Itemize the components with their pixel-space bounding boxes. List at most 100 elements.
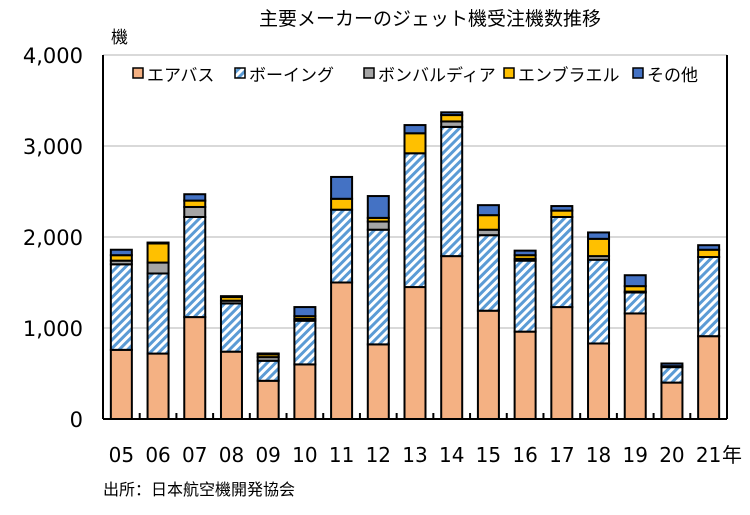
- bar-segment-15-0: [476, 309, 500, 420]
- y-tick-label: 2,000: [23, 226, 83, 250]
- bar-segment-17-0: [550, 306, 574, 421]
- legend-item: ボーイング: [234, 66, 334, 86]
- legend-swatch: [132, 67, 144, 79]
- bar-segment-16-4: [513, 249, 537, 257]
- bar-segment-10-1: [293, 319, 317, 366]
- bar-segment-10-0: [293, 363, 317, 420]
- bar-segment-09-4: [256, 352, 280, 356]
- x-tick-label: 17: [549, 443, 574, 467]
- bar-segment-21-1: [697, 256, 721, 338]
- y-tick-label: 1,000: [23, 317, 83, 341]
- bar-segment-11-0: [330, 281, 354, 420]
- bar-segment-21-4: [697, 244, 721, 251]
- bar-segment-07-1: [183, 215, 207, 319]
- x-tick-label: 08: [219, 443, 244, 467]
- bar-segment-21-0: [697, 335, 721, 420]
- bar-segment-18-1: [587, 258, 611, 345]
- y-tick-label: 4,000: [23, 44, 83, 68]
- legend-swatch: [363, 67, 375, 79]
- bar-segment-18-0: [587, 342, 611, 420]
- x-tick-label: 15: [476, 443, 501, 467]
- chart-title: 主要メーカーのジェット機受注機数推移: [259, 8, 601, 30]
- x-tick-label: 09: [255, 443, 280, 467]
- bar-segment-17-1: [550, 215, 574, 309]
- bar-segment-12-0: [366, 343, 390, 421]
- x-tick-label: 12: [366, 443, 391, 467]
- x-tick-label: 20: [659, 443, 684, 467]
- bar-segment-16-1: [513, 259, 537, 333]
- bar-segment-20-4: [660, 362, 684, 368]
- bar-segment-20-0: [660, 381, 684, 421]
- legend-label: ボンバルディア: [378, 65, 496, 86]
- bar-segment-11-4: [330, 175, 354, 200]
- bar-segment-07-2: [183, 205, 207, 218]
- legend-swatch: [632, 67, 644, 79]
- bar-segment-14-0: [440, 255, 464, 420]
- x-tick-label: 06: [145, 443, 170, 467]
- bar-segment-10-4: [293, 306, 317, 318]
- bar-segment-08-4: [219, 295, 243, 299]
- x-tick-label: 07: [182, 443, 207, 467]
- bar-segment-21-3: [697, 248, 721, 259]
- bar-segment-09-1: [256, 359, 280, 382]
- bar-segment-06-1: [146, 272, 170, 355]
- bar-segment-05-0: [109, 348, 133, 420]
- x-tick-label: 16: [512, 443, 537, 467]
- bar-segment-05-4: [109, 248, 133, 257]
- bar-segment-08-1: [219, 302, 243, 353]
- legend-label: その他: [647, 66, 698, 86]
- bar-segment-20-1: [660, 366, 684, 384]
- x-tick-label: 14: [439, 443, 464, 467]
- y-axis-unit: 機: [111, 28, 128, 48]
- source-note: 出所：日本航空機開発協会: [103, 480, 295, 499]
- bar-segment-16-0: [513, 330, 537, 421]
- bar-segment-19-4: [623, 274, 647, 288]
- bar-segment-06-4: [146, 241, 170, 245]
- bar-segment-13-0: [403, 286, 427, 420]
- bar-segment-18-3: [587, 237, 611, 258]
- bar-segment-15-4: [476, 204, 500, 217]
- bar-segment-15-1: [476, 234, 500, 312]
- bar-segment-08-0: [219, 350, 243, 420]
- legend-label: エンブラエル: [518, 65, 620, 86]
- legend-item: その他: [632, 66, 698, 86]
- legend-swatch: [503, 67, 515, 79]
- x-tick-label: 18: [586, 443, 611, 467]
- legend-item: エアバス: [132, 66, 214, 86]
- x-tick-label: 21: [696, 443, 721, 467]
- y-tick-label: 3,000: [23, 135, 83, 159]
- bar-segment-05-1: [109, 263, 133, 351]
- x-tick-label: 11: [329, 443, 354, 467]
- legend-item: ボンバルディア: [363, 65, 496, 86]
- legend-label: ボーイング: [249, 66, 334, 86]
- bar-segment-17-4: [550, 205, 574, 212]
- bar-segment-19-0: [623, 312, 647, 420]
- legend-item: エンブラエル: [503, 65, 620, 86]
- bar-segment-07-0: [183, 316, 207, 420]
- bar-segment-06-2: [146, 261, 170, 275]
- bar-segment-13-4: [403, 124, 427, 135]
- x-tick-label: 05: [109, 443, 134, 467]
- bar-segment-14-1: [440, 125, 464, 258]
- x-tick-label: 13: [402, 443, 427, 467]
- bar-segment-11-3: [330, 197, 354, 211]
- bar-segment-06-0: [146, 352, 170, 421]
- bar-segment-09-0: [256, 379, 280, 420]
- bar-segment-12-1: [366, 228, 390, 346]
- bar-segment-07-4: [183, 193, 207, 202]
- bar-segment-12-2: [366, 220, 390, 231]
- x-tick-label: 19: [623, 443, 648, 467]
- bar-segment-19-1: [623, 291, 647, 315]
- y-tick-label: 0: [70, 408, 83, 432]
- bar-segment-06-3: [146, 242, 170, 264]
- x-axis-unit: 年: [722, 443, 742, 467]
- bar-segment-18-4: [587, 231, 611, 240]
- bar-segment-13-3: [403, 132, 427, 155]
- bar-segment-12-4: [366, 195, 390, 219]
- bar-segment-14-4: [440, 111, 464, 117]
- bar-segment-11-1: [330, 208, 354, 284]
- legend-label: エアバス: [147, 66, 214, 86]
- bar-segment-15-3: [476, 214, 500, 231]
